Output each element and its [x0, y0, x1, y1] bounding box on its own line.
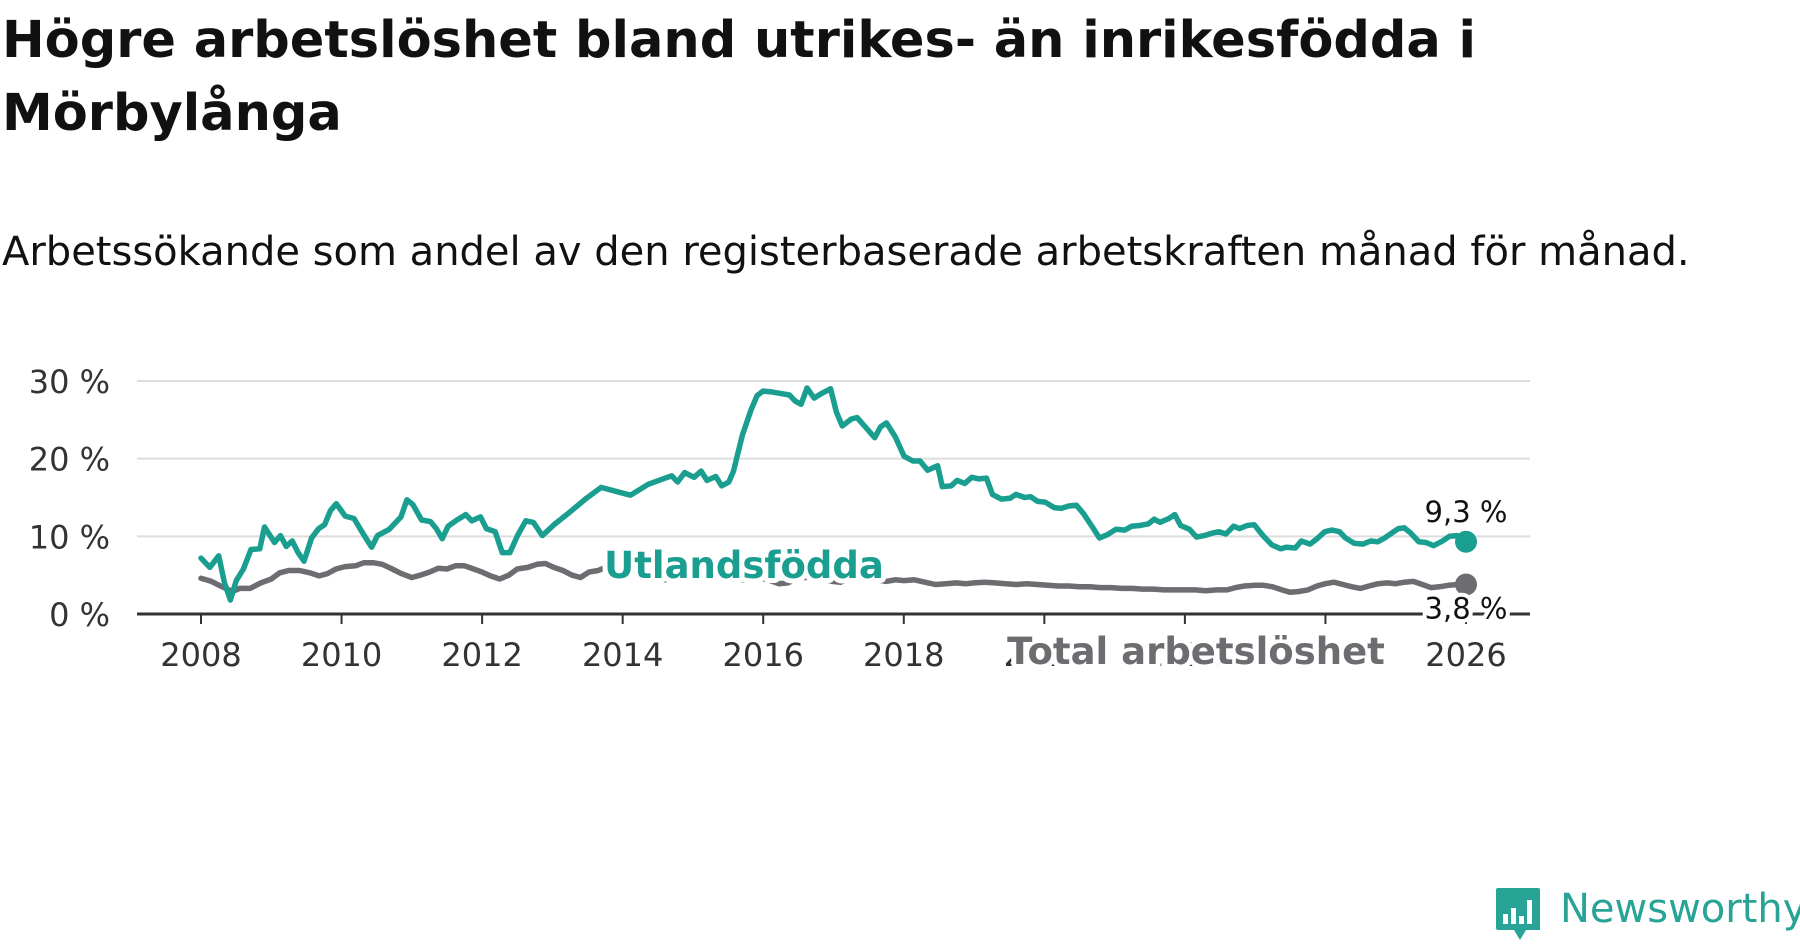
x-tick-label-2008: 2008	[160, 636, 241, 674]
x-tick-label-2014: 2014	[582, 636, 663, 674]
series-lines	[198, 385, 1469, 603]
chart-title: Högre arbetslöshet bland utrikes- än inr…	[2, 11, 1477, 143]
x-tick-label-2026: 2026	[1425, 636, 1506, 674]
y-tick-label-0: 0 %	[49, 596, 110, 634]
end-point-utlandsfodda	[1455, 530, 1477, 553]
series-label-total-arbetsloshet: Total arbetslöshet	[1007, 630, 1385, 673]
series-labels: Utlandsfödda Total arbetslöshet	[599, 539, 1390, 678]
x-tick-label-2012: 2012	[441, 636, 522, 674]
end-value-utlandsfodda: 9,3 %	[1425, 495, 1508, 529]
x-axis: 2008 2010 2012 2014 2016 2018 2020 2022 2024 2026	[137, 612, 1530, 674]
x-tick-label-2010: 2010	[301, 636, 382, 674]
newsworthy-logo: Newsworthy	[1494, 882, 1800, 940]
x-tick-label-2024: 2024	[1285, 636, 1366, 674]
series-label-utlandsfodda: Utlandsfödda	[604, 544, 884, 587]
line-utlandsfodda	[198, 385, 1469, 603]
newsworthy-chart-icon	[1496, 888, 1540, 940]
y-tick-label-30: 30 %	[29, 363, 110, 401]
end-markers: 9,3 % 3,8 %	[1421, 491, 1512, 630]
x-tick-label-2020: 2020	[1004, 636, 1085, 674]
y-tick-label-20: 20 %	[29, 441, 110, 479]
end-point-total-arbetsloshet	[1455, 573, 1477, 596]
brand-name: Newsworthy	[1560, 886, 1800, 932]
chart-subtitle: Arbetssökande som andel av den registerb…	[2, 229, 1690, 275]
gridlines	[137, 380, 1530, 538]
y-tick-label-10: 10 %	[29, 518, 110, 556]
x-tick-label-2022: 2022	[1144, 636, 1225, 674]
x-tick-label-2016: 2016	[723, 636, 804, 674]
y-axis: 0 % 10 % 20 % 30 %	[29, 363, 110, 634]
x-tick-label-2018: 2018	[863, 636, 944, 674]
line-total-arbetsloshet	[198, 559, 1469, 596]
end-value-total-arbetsloshet: 3,8 %	[1425, 591, 1508, 625]
